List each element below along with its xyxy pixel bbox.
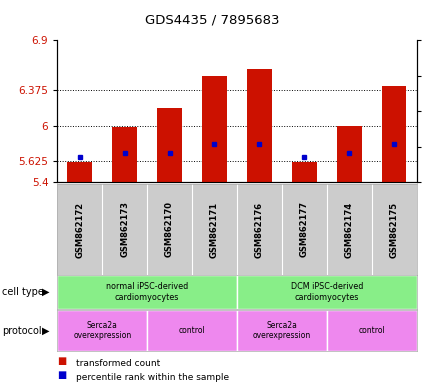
Text: Serca2a
overexpression: Serca2a overexpression (73, 321, 131, 340)
Text: GSM862174: GSM862174 (345, 201, 354, 258)
Text: control: control (358, 326, 385, 335)
Text: ■: ■ (57, 356, 67, 366)
Text: ▶: ▶ (42, 287, 50, 297)
Text: cell type: cell type (2, 287, 44, 297)
Text: GSM862171: GSM862171 (210, 201, 219, 258)
Text: protocol: protocol (2, 326, 42, 336)
Text: GSM862175: GSM862175 (390, 201, 399, 258)
Text: ▶: ▶ (42, 326, 50, 336)
Bar (57, 275, 237, 309)
Text: GDS4435 / 7895683: GDS4435 / 7895683 (145, 13, 280, 26)
Text: GSM862176: GSM862176 (255, 201, 264, 258)
Text: GSM862173: GSM862173 (120, 202, 129, 257)
Bar (202, 76, 227, 182)
Text: transformed count: transformed count (76, 359, 161, 368)
Bar (337, 126, 362, 182)
Bar (157, 108, 182, 182)
Bar (327, 310, 416, 351)
Bar (147, 310, 237, 351)
Bar (112, 126, 137, 182)
Text: GSM862177: GSM862177 (300, 202, 309, 257)
Text: ■: ■ (57, 370, 67, 380)
Text: GSM862170: GSM862170 (165, 202, 174, 257)
Bar (237, 275, 416, 309)
Text: normal iPSC-derived
cardiomyocytes: normal iPSC-derived cardiomyocytes (106, 282, 188, 301)
Bar (292, 162, 317, 182)
Text: Serca2a
overexpression: Serca2a overexpression (253, 321, 311, 340)
Bar (247, 69, 272, 182)
Text: GSM862172: GSM862172 (75, 201, 84, 258)
Bar (237, 310, 327, 351)
Text: control: control (178, 326, 205, 335)
Bar (57, 310, 147, 351)
Text: DCM iPSC-derived
cardiomyocytes: DCM iPSC-derived cardiomyocytes (291, 282, 363, 301)
Text: percentile rank within the sample: percentile rank within the sample (76, 373, 230, 382)
Bar (68, 162, 92, 182)
Bar (382, 86, 406, 182)
